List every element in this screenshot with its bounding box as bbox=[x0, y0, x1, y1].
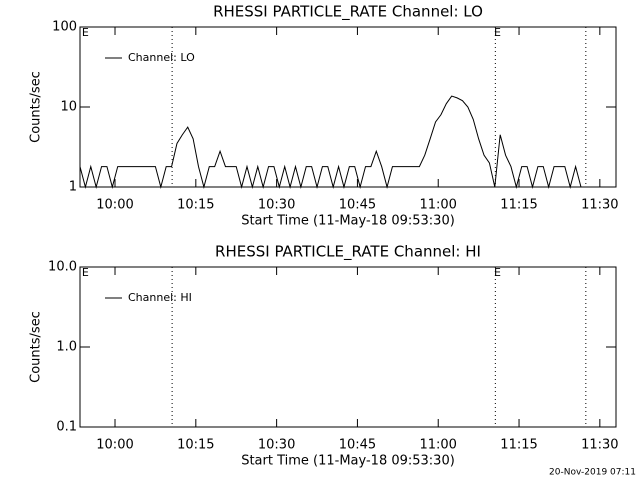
y-tick-label: 10 bbox=[60, 100, 77, 115]
event-marker: E bbox=[494, 26, 501, 39]
x-axis-label: Start Time (11-May-18 09:53:30) bbox=[241, 214, 455, 229]
chart-title: RHESSI PARTICLE_RATE Channel: LO bbox=[213, 3, 483, 22]
x-tick-label: 10:15 bbox=[177, 198, 214, 213]
x-tick-label: 10:45 bbox=[339, 198, 376, 213]
y-tick-label: 1.0 bbox=[56, 340, 77, 355]
x-tick-label: 11:00 bbox=[419, 198, 456, 213]
x-tick-label: 10:00 bbox=[96, 198, 133, 213]
x-tick-label: 10:30 bbox=[258, 438, 295, 453]
y-tick-label: 10.0 bbox=[48, 260, 77, 275]
event-marker: E bbox=[494, 266, 501, 279]
chart-title: RHESSI PARTICLE_RATE Channel: HI bbox=[215, 243, 481, 262]
legend-label: Channel: LO bbox=[128, 51, 195, 64]
legend-label: Channel: HI bbox=[128, 291, 192, 304]
x-tick-label: 10:30 bbox=[258, 198, 295, 213]
x-tick-label: 11:30 bbox=[581, 198, 618, 213]
event-marker: E bbox=[82, 266, 89, 279]
y-tick-label: 100 bbox=[52, 20, 77, 35]
x-tick-label: 11:30 bbox=[581, 438, 618, 453]
data-line bbox=[79, 95, 582, 189]
x-axis-label: Start Time (11-May-18 09:53:30) bbox=[241, 454, 455, 469]
x-tick-label: 10:45 bbox=[339, 438, 376, 453]
x-tick-label: 10:00 bbox=[96, 438, 133, 453]
x-tick-label: 11:15 bbox=[500, 198, 537, 213]
event-marker: E bbox=[82, 26, 89, 39]
y-axis-label: Counts/sec bbox=[29, 311, 44, 383]
y-tick-label: 1 bbox=[69, 180, 77, 195]
y-tick-label: 0.1 bbox=[56, 420, 77, 435]
x-tick-label: 11:00 bbox=[419, 438, 456, 453]
x-tick-label: 11:15 bbox=[500, 438, 537, 453]
x-tick-label: 10:15 bbox=[177, 438, 214, 453]
footer: 20-Nov-2019 07:11 bbox=[549, 468, 636, 478]
y-axis-label: Counts/sec bbox=[29, 71, 44, 143]
